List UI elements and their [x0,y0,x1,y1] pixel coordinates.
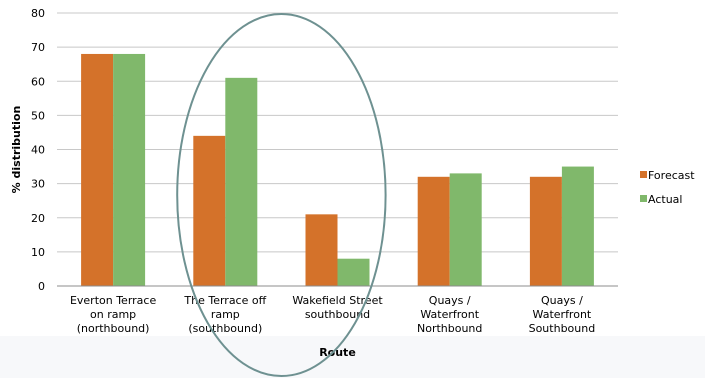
y-tick-label: 60 [31,75,45,88]
legend-label-forecast: Forecast [648,169,695,182]
bar-actual-3 [449,173,482,286]
legend: Forecast Actual [640,169,695,206]
x-category-label: southbound [305,308,370,321]
x-category-label: The Terrace off [183,294,266,307]
bar-actual-2 [337,258,370,286]
bar-forecast-1 [193,135,226,286]
bars [81,53,594,287]
y-tick-label: 40 [31,144,45,157]
y-tick-label: 0 [38,280,45,293]
x-category-label: Northbound [417,322,482,335]
y-tick-label: 30 [31,178,45,191]
y-tick-label: 20 [31,212,45,225]
bar-actual-0 [113,53,146,287]
y-tick-label: 80 [31,7,45,20]
bar-actual-4 [561,166,594,286]
x-category-label: on ramp [90,308,136,321]
legend-swatch-forecast [640,171,647,178]
legend-label-actual: Actual [648,193,682,206]
x-category-label: (southbound) [188,322,262,335]
x-category-label: (northbound) [77,322,150,335]
bar-forecast-2 [305,214,338,286]
legend-swatch-actual [640,195,647,202]
x-category-label: Waterfront [420,308,479,321]
y-axis-tick-labels: 0 10 20 30 40 50 60 70 80 [31,7,45,293]
x-category-label: ramp [211,308,240,321]
bar-forecast-3 [417,176,450,286]
x-category-label: Southbound [529,322,596,335]
x-category-label: Everton Terrace [70,294,157,307]
bar-actual-1 [225,77,258,287]
y-axis-title: % distribution [10,106,23,194]
y-tick-label: 70 [31,41,45,54]
x-category-label: Quays / [429,294,471,307]
y-tick-label: 10 [31,246,45,259]
x-category-label: Wakefield Street [292,294,383,307]
bottom-band [0,336,705,378]
x-category-label: Waterfront [533,308,592,321]
x-category-label: Quays / [541,294,583,307]
bar-forecast-0 [81,53,114,287]
bar-forecast-4 [529,176,562,286]
highlight-ellipse [176,13,387,377]
y-tick-label: 50 [31,109,45,122]
